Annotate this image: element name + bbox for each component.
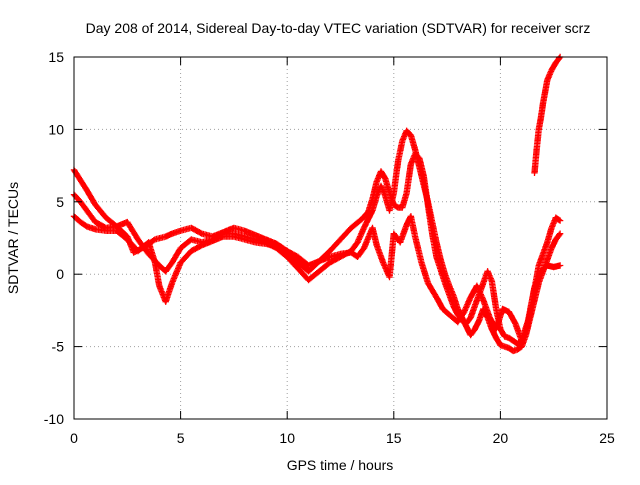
y-axis-label: SDTVAR / TECUs	[5, 182, 21, 294]
x-tick-label: 15	[386, 430, 402, 446]
y-tick-label: 5	[56, 194, 64, 210]
marker-path-track-d	[531, 53, 564, 176]
x-tick-label: 5	[177, 430, 185, 446]
plot-frame	[73, 56, 608, 420]
x-tick-label: 25	[599, 430, 615, 446]
x-tick-label: 10	[279, 430, 295, 446]
x-axis-label: GPS time / hours	[287, 457, 394, 473]
y-tick-label: 15	[48, 49, 64, 65]
x-tick-label: 0	[70, 430, 78, 446]
x-tick-label: 20	[493, 430, 509, 446]
y-tick-label: 10	[48, 121, 64, 137]
series-track-d	[531, 53, 564, 176]
y-tick-label: -5	[52, 339, 65, 355]
y-tick-label: -10	[44, 411, 64, 427]
chart-title: Day 208 of 2014, Sidereal Day-to-day VTE…	[86, 20, 591, 36]
y-tick-label: 0	[56, 266, 64, 282]
